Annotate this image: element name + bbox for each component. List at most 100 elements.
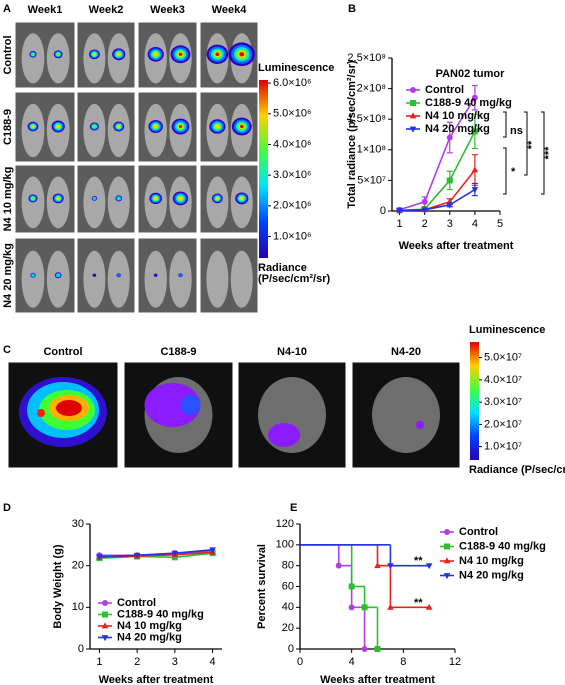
line [399, 188, 476, 212]
line [99, 549, 213, 558]
signal [31, 273, 35, 277]
marker [471, 187, 479, 194]
signal [144, 383, 201, 427]
signal [31, 52, 35, 56]
x-tick-label: 4 [472, 218, 478, 230]
marker [96, 554, 103, 561]
panel-letter: D [3, 502, 11, 514]
marker [471, 166, 479, 173]
line [399, 169, 476, 212]
significance: * [511, 166, 516, 178]
marker [409, 112, 417, 119]
colorbar [259, 80, 268, 258]
signal [239, 52, 245, 57]
signal [178, 52, 183, 56]
mouse [46, 250, 70, 308]
colorbar-unit: Radiance (P/sec/cm²/sr) [469, 464, 565, 476]
y-tick-label: 20 [282, 622, 294, 634]
marker [387, 603, 394, 610]
significance: ns [510, 125, 523, 137]
marker [133, 552, 141, 559]
signal [116, 196, 121, 201]
colorbar-tick-label: 6.0×10⁶ [273, 77, 311, 89]
legend-label: N4 10 mg/kg [425, 110, 490, 122]
marker [443, 573, 451, 580]
legend-label: N4 10 mg/kg [117, 620, 182, 632]
y-axis-label: Total radiance (p/sec/cm²/sr) [346, 60, 358, 209]
marker [444, 529, 450, 535]
y-tick-label: 1.5×10⁸ [347, 113, 386, 125]
mouse [107, 250, 130, 308]
colorbar-tick-label: 5.0×10⁷ [484, 351, 522, 363]
marker [425, 563, 433, 570]
row-label: C188-9 [2, 109, 14, 145]
x-axis-label: Weeks after treatment [99, 674, 214, 685]
mouse [169, 250, 192, 308]
mouse [144, 250, 167, 308]
mouse [83, 250, 106, 308]
mouse [230, 250, 253, 308]
signal [92, 196, 97, 200]
y-tick-label: 40 [282, 601, 294, 613]
mouse [21, 33, 45, 84]
signal [56, 124, 61, 129]
marker [409, 126, 417, 133]
significance: ** [414, 597, 423, 609]
column-label: C188-9 [160, 346, 196, 358]
marker [171, 550, 179, 557]
panel-letter: B [348, 3, 356, 15]
y-tick-label: 120 [276, 518, 294, 530]
x-tick-label: 2 [422, 218, 428, 230]
signal [416, 421, 424, 429]
y-tick-label: 10 [72, 601, 84, 613]
signal [116, 52, 121, 57]
signal [31, 125, 35, 128]
signal [92, 52, 97, 56]
y-tick-label: 0 [380, 205, 386, 217]
marker [348, 604, 355, 611]
colorbar-tick-label: 3.0×10⁶ [273, 169, 311, 181]
y-tick-label: 80 [282, 560, 294, 572]
signal [56, 196, 60, 200]
marker [446, 134, 453, 141]
column-label: N4-20 [391, 346, 421, 358]
signal [178, 273, 183, 277]
signal [117, 273, 121, 277]
column-label: Week2 [89, 4, 124, 16]
bracket [524, 111, 528, 176]
colorbar-tick-label: 4.0×10⁷ [484, 374, 522, 386]
bracket [503, 147, 507, 195]
mouse [83, 176, 106, 229]
legend-label: N4 20 mg/kg [117, 631, 182, 643]
marker [374, 562, 381, 569]
colorbar-title: Luminescence [258, 62, 334, 74]
colorbar-unit: (P/sec/cm²/sr) [258, 273, 330, 285]
legend-label: Control [117, 597, 156, 609]
panel-letter: C [3, 344, 11, 356]
y-tick-label: 5×10⁷ [357, 174, 386, 186]
x-tick-label: 0 [297, 656, 303, 668]
y-tick-label: 2.5×10⁸ [347, 52, 386, 64]
row-label: N4 20 mg/kg [2, 243, 14, 308]
marker [101, 622, 109, 629]
colorbar-tick-label: 2.0×10⁷ [484, 418, 522, 430]
marker [410, 100, 416, 106]
signal [215, 196, 220, 200]
legend-label: N4 20 mg/kg [459, 569, 524, 581]
signal [56, 273, 61, 278]
legend-label: N4 20 mg/kg [425, 123, 490, 135]
signal [30, 196, 36, 201]
x-tick-label: 3 [447, 218, 453, 230]
y-tick-label: 2×10⁸ [357, 83, 386, 95]
marker [101, 635, 109, 642]
signal [178, 196, 183, 201]
marker [421, 198, 428, 205]
marker [471, 94, 478, 101]
y-tick-label: 20 [72, 560, 84, 572]
mouse [107, 176, 130, 229]
significance: ** [526, 140, 538, 149]
x-tick-label: 1 [396, 218, 402, 230]
marker [444, 543, 450, 550]
line [99, 551, 213, 559]
